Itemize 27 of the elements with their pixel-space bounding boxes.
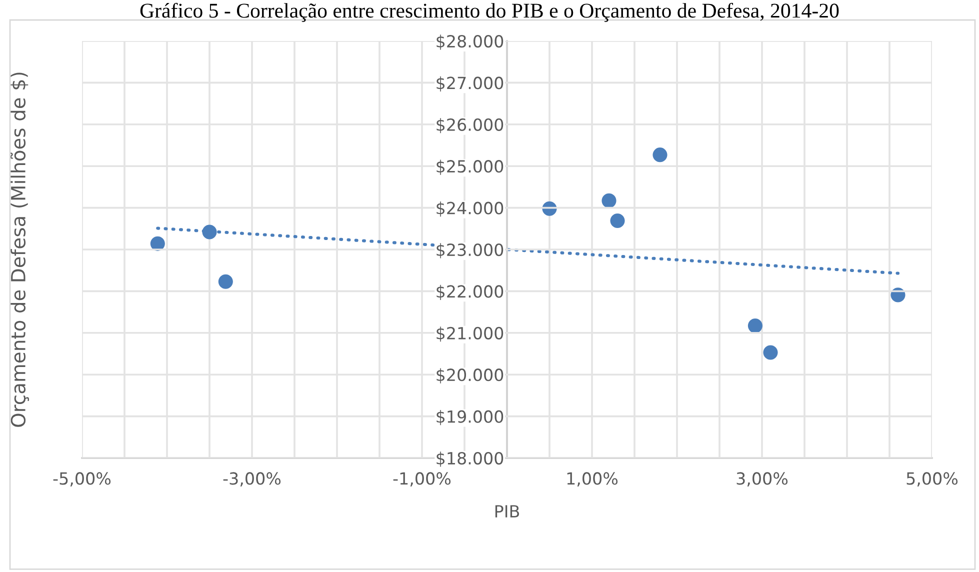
point xyxy=(202,224,217,240)
x-tick-label: -5,00% xyxy=(53,472,111,486)
x-tick-label: 3,00% xyxy=(736,472,788,486)
y-tick-label: $21.000 xyxy=(436,326,504,342)
point xyxy=(218,274,233,289)
y-tick-label: $23.000 xyxy=(436,243,504,258)
y-tick-label: $27.000 xyxy=(436,76,504,92)
x-tick-label: -1,00% xyxy=(393,472,451,486)
y-tick-label: $22.000 xyxy=(436,284,504,300)
point xyxy=(610,213,625,228)
y-tick-label: $24.000 xyxy=(436,201,504,217)
y-tick-label: $28.000 xyxy=(436,34,504,50)
point xyxy=(652,148,668,162)
y-tick-label: $25.000 xyxy=(436,160,504,175)
x-axis-title: PIB xyxy=(495,505,520,518)
point xyxy=(748,318,762,334)
point xyxy=(602,193,616,208)
y-axis-title: Orçamento de Defesa (Milhões de $) xyxy=(10,72,30,427)
point xyxy=(763,345,778,360)
y-tick-label: $18.000 xyxy=(436,452,504,467)
x-tick-label: 1,00% xyxy=(567,472,618,486)
y-tick-label: $19.000 xyxy=(436,410,504,426)
chart-title: Gráfico 5 - Correlação entre crescimento do PIB e o Orçamento de Defesa, 2014-20 xyxy=(140,2,839,22)
y-tick-label: $20.000 xyxy=(436,368,504,384)
x-tick-label: 5,00% xyxy=(906,472,958,486)
y-tick-label: $26.000 xyxy=(436,118,504,134)
x-tick-label: -3,00% xyxy=(223,472,281,486)
